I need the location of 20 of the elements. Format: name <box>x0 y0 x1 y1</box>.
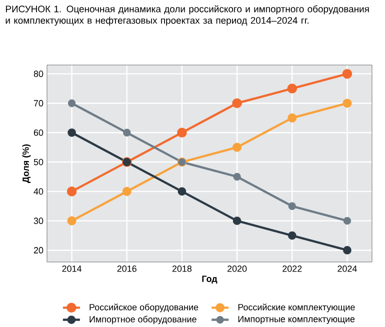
x-axis-title: Год <box>202 276 218 284</box>
y-axis-title: Доля (%) <box>22 144 31 183</box>
x-tick-label: 2014 <box>62 266 82 272</box>
y-tick-label: 40 <box>34 188 44 195</box>
chart-title: РИСУНОК 1. Оценочная динамика доли российского и импортного оборудования и комплектующих в нефтегазовых проектах за период 2014–2024 гг. <box>6 5 369 26</box>
legend-label: Импортные комплектующие <box>238 316 355 324</box>
y-tick-label: 20 <box>34 247 44 254</box>
legend-label: Российское оборудование <box>90 304 198 312</box>
legend-label: Импортное оборудование <box>90 316 196 324</box>
x-tick-label: 2024 <box>338 266 357 272</box>
x-tick-label: 2022 <box>282 266 302 272</box>
legend-label: Российские комплектующие <box>238 304 355 312</box>
x-tick-label: 2020 <box>228 266 247 272</box>
y-tick-label: 50 <box>34 158 44 166</box>
y-tick-label: 60 <box>34 129 44 136</box>
y-tick-label: 80 <box>34 70 44 78</box>
x-tick-label: 2018 <box>172 266 192 272</box>
y-tick-label: 30 <box>34 218 44 224</box>
y-tick-label: 70 <box>34 100 44 106</box>
x-tick-label: 2016 <box>117 266 136 272</box>
